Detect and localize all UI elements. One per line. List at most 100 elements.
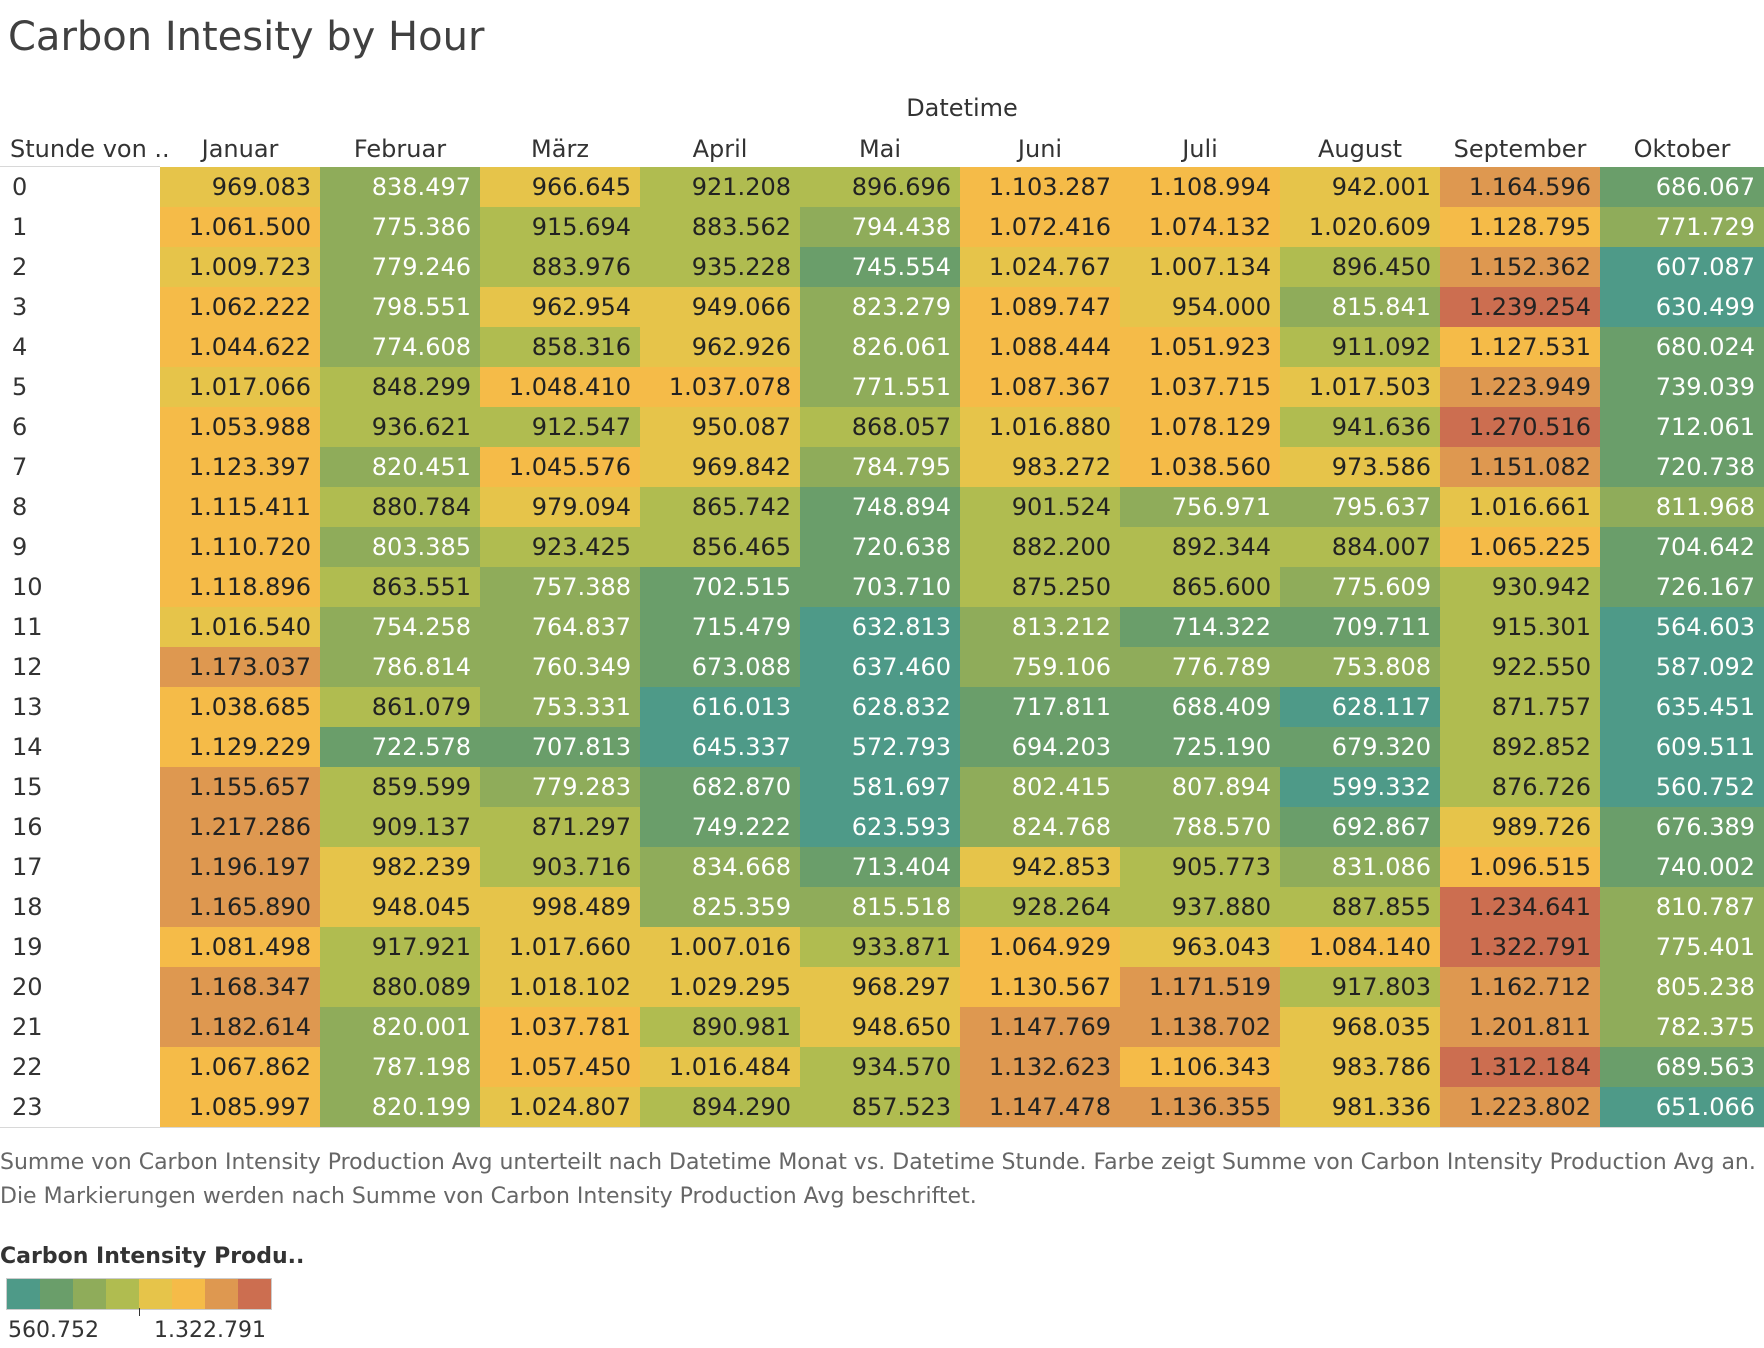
heatmap-cell[interactable]: 753.808 xyxy=(1280,647,1440,687)
heatmap-cell[interactable]: 717.811 xyxy=(960,687,1120,727)
heatmap-cell[interactable]: 1.123.397 xyxy=(160,447,320,487)
heatmap-cell[interactable]: 969.083 xyxy=(160,167,320,207)
heatmap-cell[interactable]: 759.106 xyxy=(960,647,1120,687)
heatmap-cell[interactable]: 1.223.802 xyxy=(1440,1087,1600,1127)
heatmap-cell[interactable]: 981.336 xyxy=(1280,1087,1440,1127)
color-legend[interactable] xyxy=(6,1278,272,1310)
heatmap-cell[interactable]: 581.697 xyxy=(800,767,960,807)
heatmap-cell[interactable]: 1.182.614 xyxy=(160,1007,320,1047)
heatmap-cell[interactable]: 1.024.767 xyxy=(960,247,1120,287)
heatmap-cell[interactable]: 1.270.516 xyxy=(1440,407,1600,447)
heatmap-cell[interactable]: 1.115.411 xyxy=(160,487,320,527)
heatmap-cell[interactable]: 709.711 xyxy=(1280,607,1440,647)
heatmap-cell[interactable]: 935.228 xyxy=(640,247,800,287)
heatmap-cell[interactable]: 868.057 xyxy=(800,407,960,447)
heatmap-cell[interactable]: 1.164.596 xyxy=(1440,167,1600,207)
heatmap-cell[interactable]: 704.642 xyxy=(1600,527,1764,567)
heatmap-cell[interactable]: 1.009.723 xyxy=(160,247,320,287)
heatmap-cell[interactable]: 1.016.880 xyxy=(960,407,1120,447)
heatmap-cell[interactable]: 989.726 xyxy=(1440,807,1600,847)
heatmap-cell[interactable]: 948.045 xyxy=(320,887,480,927)
heatmap-cell[interactable]: 1.132.623 xyxy=(960,1047,1120,1087)
heatmap-cell[interactable]: 823.279 xyxy=(800,287,960,327)
column-header[interactable]: Juli xyxy=(1182,135,1218,163)
heatmap-cell[interactable]: 1.081.498 xyxy=(160,927,320,967)
heatmap-cell[interactable]: 1.173.037 xyxy=(160,647,320,687)
heatmap-cell[interactable]: 859.599 xyxy=(320,767,480,807)
heatmap-cell[interactable]: 725.190 xyxy=(1120,727,1280,767)
heatmap-cell[interactable]: 1.196.197 xyxy=(160,847,320,887)
heatmap-cell[interactable]: 930.942 xyxy=(1440,567,1600,607)
heatmap-cell[interactable]: 1.048.410 xyxy=(480,367,640,407)
heatmap-cell[interactable]: 1.201.811 xyxy=(1440,1007,1600,1047)
heatmap-cell[interactable]: 776.789 xyxy=(1120,647,1280,687)
heatmap-cell[interactable]: 645.337 xyxy=(640,727,800,767)
heatmap-cell[interactable]: 950.087 xyxy=(640,407,800,447)
heatmap-cell[interactable]: 1.110.720 xyxy=(160,527,320,567)
heatmap-cell[interactable]: 865.742 xyxy=(640,487,800,527)
heatmap-cell[interactable]: 771.729 xyxy=(1600,207,1764,247)
heatmap-cell[interactable]: 1.038.685 xyxy=(160,687,320,727)
column-header[interactable]: Januar xyxy=(201,135,279,163)
heatmap-cell[interactable]: 703.710 xyxy=(800,567,960,607)
heatmap-cell[interactable]: 942.001 xyxy=(1280,167,1440,207)
heatmap-cell[interactable]: 692.867 xyxy=(1280,807,1440,847)
heatmap-cell[interactable]: 616.013 xyxy=(640,687,800,727)
heatmap-cell[interactable]: 1.084.140 xyxy=(1280,927,1440,967)
heatmap-cell[interactable]: 813.212 xyxy=(960,607,1120,647)
heatmap-cell[interactable]: 630.499 xyxy=(1600,287,1764,327)
heatmap-cell[interactable]: 1.057.450 xyxy=(480,1047,640,1087)
heatmap-cell[interactable]: 1.087.367 xyxy=(960,367,1120,407)
heatmap-cell[interactable]: 871.757 xyxy=(1440,687,1600,727)
heatmap-cell[interactable]: 784.795 xyxy=(800,447,960,487)
heatmap-cell[interactable]: 798.551 xyxy=(320,287,480,327)
heatmap-cell[interactable]: 702.515 xyxy=(640,567,800,607)
heatmap-cell[interactable]: 923.425 xyxy=(480,527,640,567)
heatmap-cell[interactable]: 1.171.519 xyxy=(1120,967,1280,1007)
heatmap-cell[interactable]: 1.312.184 xyxy=(1440,1047,1600,1087)
heatmap-cell[interactable]: 749.222 xyxy=(640,807,800,847)
heatmap-cell[interactable]: 934.570 xyxy=(800,1047,960,1087)
heatmap-cell[interactable]: 921.208 xyxy=(640,167,800,207)
heatmap-cell[interactable]: 933.871 xyxy=(800,927,960,967)
heatmap-cell[interactable]: 1.017.660 xyxy=(480,927,640,967)
heatmap-cell[interactable]: 740.002 xyxy=(1600,847,1764,887)
heatmap-cell[interactable]: 1.016.484 xyxy=(640,1047,800,1087)
heatmap-cell[interactable]: 599.332 xyxy=(1280,767,1440,807)
heatmap-cell[interactable]: 1.127.531 xyxy=(1440,327,1600,367)
heatmap-cell[interactable]: 1.037.715 xyxy=(1120,367,1280,407)
heatmap-cell[interactable]: 831.086 xyxy=(1280,847,1440,887)
heatmap-cell[interactable]: 912.547 xyxy=(480,407,640,447)
heatmap-cell[interactable]: 1.103.287 xyxy=(960,167,1120,207)
heatmap-cell[interactable]: 894.290 xyxy=(640,1087,800,1127)
heatmap-cell[interactable]: 875.250 xyxy=(960,567,1120,607)
heatmap-cell[interactable]: 917.921 xyxy=(320,927,480,967)
column-header[interactable]: Februar xyxy=(353,135,447,163)
heatmap-cell[interactable]: 1.118.896 xyxy=(160,567,320,607)
heatmap-cell[interactable]: 1.151.082 xyxy=(1440,447,1600,487)
heatmap-cell[interactable]: 896.450 xyxy=(1280,247,1440,287)
heatmap-cell[interactable]: 838.497 xyxy=(320,167,480,207)
heatmap-cell[interactable]: 1.147.478 xyxy=(960,1087,1120,1127)
heatmap-cell[interactable]: 794.438 xyxy=(800,207,960,247)
heatmap-cell[interactable]: 1.007.016 xyxy=(640,927,800,967)
heatmap-cell[interactable]: 871.297 xyxy=(480,807,640,847)
heatmap-cell[interactable]: 917.803 xyxy=(1280,967,1440,1007)
heatmap-cell[interactable]: 928.264 xyxy=(960,887,1120,927)
heatmap-cell[interactable]: 775.401 xyxy=(1600,927,1764,967)
heatmap-cell[interactable]: 968.035 xyxy=(1280,1007,1440,1047)
heatmap-cell[interactable]: 915.301 xyxy=(1440,607,1600,647)
heatmap-cell[interactable]: 1.074.132 xyxy=(1120,207,1280,247)
heatmap-cell[interactable]: 1.147.769 xyxy=(960,1007,1120,1047)
heatmap-cell[interactable]: 787.198 xyxy=(320,1047,480,1087)
heatmap-cell[interactable]: 876.726 xyxy=(1440,767,1600,807)
heatmap-cell[interactable]: 1.061.500 xyxy=(160,207,320,247)
heatmap-cell[interactable]: 1.029.295 xyxy=(640,967,800,1007)
heatmap-cell[interactable]: 637.460 xyxy=(800,647,960,687)
heatmap-cell[interactable]: 820.001 xyxy=(320,1007,480,1047)
heatmap-cell[interactable]: 1.064.929 xyxy=(960,927,1120,967)
heatmap-cell[interactable]: 962.926 xyxy=(640,327,800,367)
heatmap-cell[interactable]: 1.072.416 xyxy=(960,207,1120,247)
heatmap-cell[interactable]: 901.524 xyxy=(960,487,1120,527)
column-header[interactable]: Juni xyxy=(1017,135,1063,163)
